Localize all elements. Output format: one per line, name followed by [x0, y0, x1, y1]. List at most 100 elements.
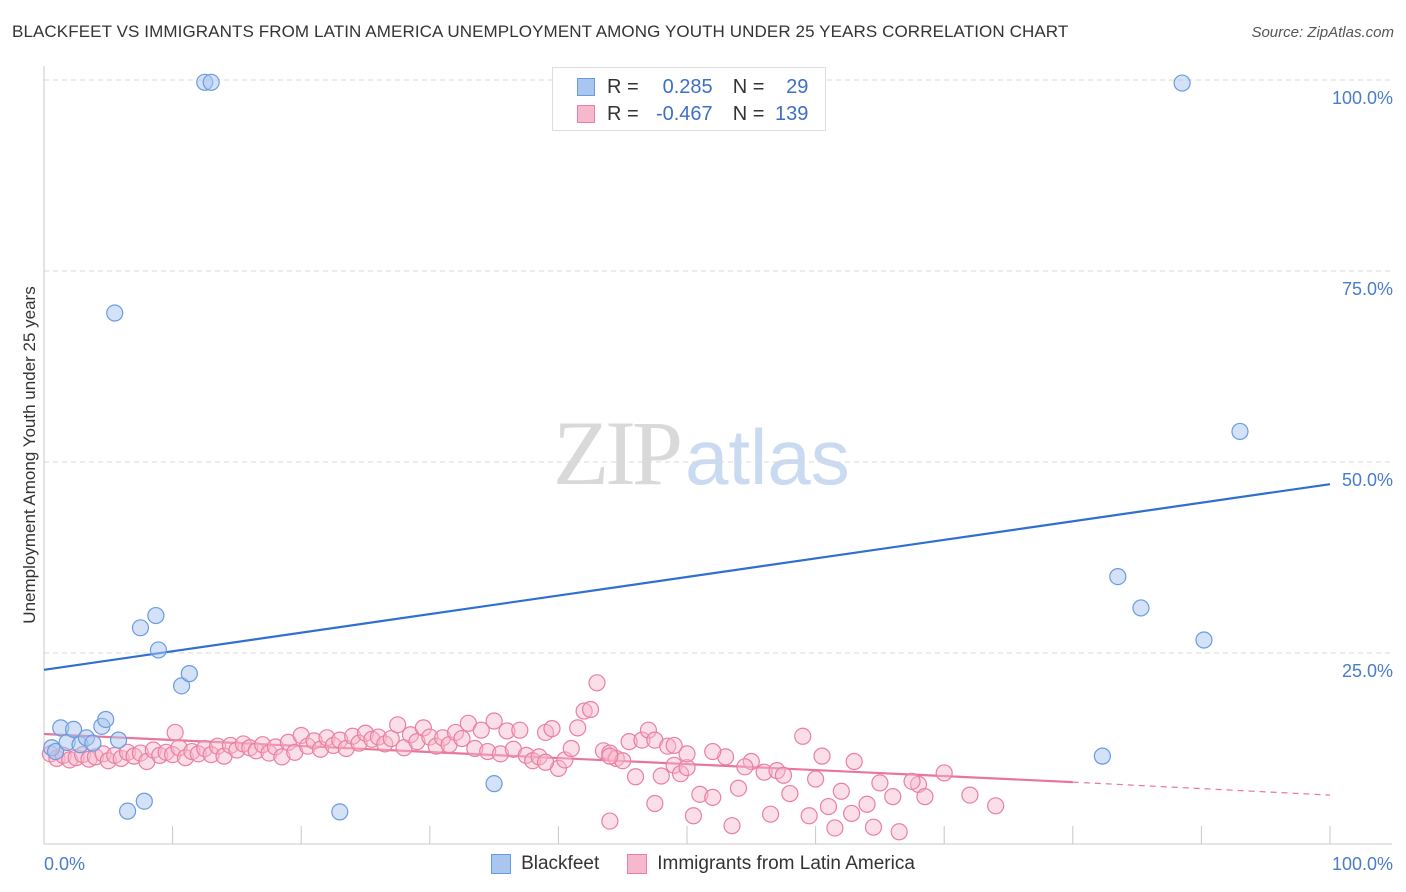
immigrants-point [511, 721, 529, 739]
immigrants-point [614, 752, 632, 770]
blackfeet-point [485, 775, 503, 793]
chart-title: BLACKFEET VS IMMIGRANTS FROM LATIN AMERI… [12, 22, 1069, 41]
legend-swatch-blackfeet [577, 78, 595, 96]
immigrants-point [890, 823, 908, 841]
immigrants-point [369, 728, 387, 746]
immigrants-point [665, 736, 683, 755]
immigrants-point [736, 758, 754, 776]
y-tick-label: 50.0% [1342, 470, 1393, 490]
immigrants-point [620, 733, 638, 751]
immigrants-point [536, 753, 555, 771]
legend-n-value: 29 [786, 75, 809, 98]
immigrants-trend-line [43, 732, 1073, 784]
immigrants-point [247, 742, 265, 760]
blackfeet-point [118, 802, 137, 820]
immigrants-point [845, 752, 863, 771]
blackfeet-point [331, 803, 349, 821]
immigrants-point [414, 719, 432, 737]
tick-label-layer: 25.0% 50.0% 75.0% 100.0% 0.0% 100.0% [44, 88, 1393, 874]
immigrants-point [453, 729, 471, 748]
blackfeet-point [131, 619, 150, 637]
legend-n-label: N = [732, 75, 765, 98]
y-tick-label: 75.0% [1342, 279, 1393, 299]
immigrants-point [466, 739, 484, 758]
blackfeet-point [180, 665, 198, 683]
immigrants-point [588, 674, 606, 692]
immigrants-point [646, 794, 664, 813]
blackfeet-points-layer [43, 73, 1249, 821]
immigrants-point [858, 795, 876, 813]
x-tick-label: 100.0% [1332, 854, 1393, 874]
series-label-immigrants: Immigrants from Latin America [657, 853, 915, 874]
immigrants-point [794, 727, 812, 745]
blackfeet-point [1093, 747, 1111, 765]
immigrants-point [704, 742, 722, 761]
axis-layer [43, 66, 1392, 845]
immigrants-point [356, 724, 375, 742]
x-tick-label: 0.0% [44, 854, 85, 874]
immigrants-point [350, 734, 368, 752]
immigrants-point [843, 804, 861, 823]
immigrants-point [292, 726, 310, 745]
immigrants-point [987, 797, 1005, 815]
grid-layer [44, 79, 1392, 654]
immigrants-point [601, 812, 619, 830]
immigrants-point [774, 766, 793, 784]
immigrants-point [755, 763, 773, 781]
blackfeet-point [173, 677, 191, 695]
blackfeet-point [1132, 599, 1150, 617]
legend-r-value: 0.285 [662, 75, 713, 98]
series-legend-immigrants[interactable]: Immigrants from Latin America [627, 853, 915, 875]
immigrants-point [819, 797, 838, 816]
immigrants-point [421, 728, 439, 746]
immigrants-point [485, 712, 503, 730]
y-tick-label: 100.0% [1332, 88, 1393, 108]
blackfeet-point [202, 73, 220, 91]
blackfeet-point [147, 606, 165, 625]
immigrants-point [543, 720, 561, 738]
immigrants-point [344, 727, 362, 745]
legend-r-value: -0.467 [655, 102, 713, 125]
blackfeet-point [97, 710, 115, 729]
immigrants-point [678, 745, 696, 763]
legend-n-value: 139 [775, 102, 809, 125]
blackfeet-point [149, 641, 168, 659]
blackfeet-point [1231, 422, 1249, 441]
y-tick-label: 25.0% [1342, 661, 1393, 681]
blackfeet-point [106, 304, 124, 322]
immigrants-point [729, 779, 748, 797]
series-swatch-blackfeet [491, 854, 512, 874]
immigrants-point [903, 772, 921, 790]
immigrants-point [562, 739, 580, 758]
immigrants-point [864, 818, 883, 836]
blackfeet-point [1109, 567, 1127, 586]
blackfeet-trend-line [43, 483, 1331, 671]
immigrants-point [813, 747, 831, 765]
series-legend-blackfeet[interactable]: Blackfeet [491, 853, 599, 875]
immigrants-point [826, 819, 844, 837]
immigrants-point [671, 765, 690, 783]
source-label: Source: ZipAtlas.com [1251, 24, 1394, 41]
immigrants-point [446, 723, 465, 742]
immigrants-point [678, 758, 696, 777]
immigrants-point [639, 721, 658, 739]
immigrants-point [884, 788, 902, 806]
immigrants-point [652, 767, 670, 785]
watermark-zip: ZIP [553, 402, 683, 504]
blackfeet-point [84, 734, 102, 752]
immigrants-point [196, 739, 214, 758]
immigrants-point [228, 741, 246, 759]
blackfeet-point [135, 792, 153, 810]
immigrants-point [633, 731, 651, 749]
immigrants-point [761, 805, 780, 823]
immigrants-point [626, 768, 645, 786]
immigrants-points-layer [41, 674, 1005, 841]
immigrants-point [781, 784, 799, 803]
immigrants-point [704, 788, 722, 806]
immigrants-point [569, 719, 587, 737]
blackfeet-point [64, 720, 83, 739]
immigrants-point [408, 733, 426, 751]
trend-layer [43, 483, 1331, 796]
immigrants-point [806, 770, 825, 788]
